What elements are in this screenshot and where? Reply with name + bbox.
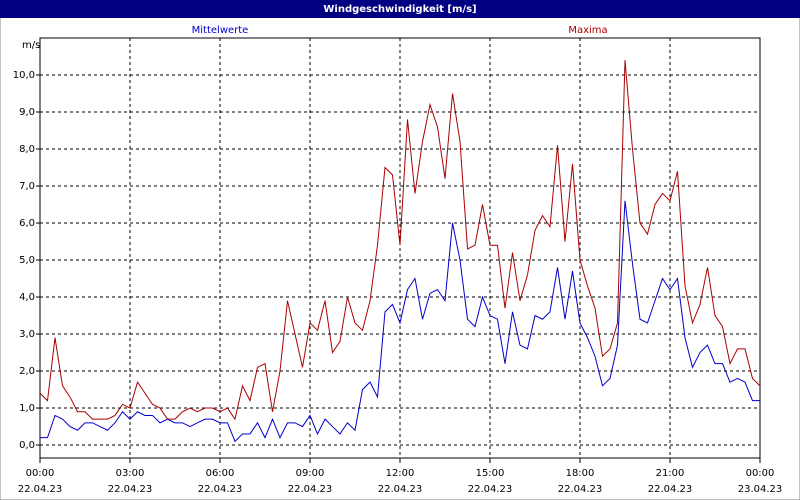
chart-title: Windgeschwindigkeit [m/s] xyxy=(323,4,476,15)
x-tick-date: 22.04.23 xyxy=(648,484,693,495)
y-tick-label: 10,0 xyxy=(13,70,35,81)
y-tick-label: 2,0 xyxy=(19,366,35,377)
x-tick-date: 22.04.23 xyxy=(468,484,513,495)
data-line xyxy=(39,60,761,421)
y-tick-label: 6,0 xyxy=(19,218,35,229)
y-tick-label: 0,0 xyxy=(19,440,35,451)
y-tick-label: 9,0 xyxy=(19,107,35,118)
x-tick-label: 09:00 xyxy=(296,468,325,479)
x-tick-label: 21:00 xyxy=(656,468,685,479)
y-tick-label: 4,0 xyxy=(19,292,35,303)
x-tick-label: 03:00 xyxy=(116,468,145,479)
y-tick-label: 1,0 xyxy=(19,403,35,414)
y-tick-label: 5,0 xyxy=(19,255,35,266)
x-tick-label: 00:00 xyxy=(26,468,55,479)
x-tick-label: 15:00 xyxy=(476,468,505,479)
legend-label: Maxima xyxy=(568,25,607,36)
y-tick-label: 3,0 xyxy=(19,329,35,340)
data-line xyxy=(40,200,760,443)
x-tick-label: 06:00 xyxy=(206,468,235,479)
legend-label: Mittelwerte xyxy=(192,25,249,36)
y-tick-label: 7,0 xyxy=(19,181,35,192)
x-tick-date: 22.04.23 xyxy=(198,484,243,495)
x-tick-date: 22.04.23 xyxy=(18,484,63,495)
x-tick-date: 23.04.23 xyxy=(738,484,783,495)
y-axis-label: m/s xyxy=(22,40,40,51)
x-tick-date: 22.04.23 xyxy=(378,484,423,495)
x-tick-label: 18:00 xyxy=(566,468,595,479)
x-tick-label: 12:00 xyxy=(386,468,415,479)
x-tick-date: 22.04.23 xyxy=(288,484,333,495)
y-tick-label: 8,0 xyxy=(19,144,35,155)
x-tick-date: 22.04.23 xyxy=(108,484,153,495)
x-tick-label: 00:00 xyxy=(746,468,775,479)
title-bar xyxy=(0,0,800,18)
x-tick-date: 22.04.23 xyxy=(558,484,603,495)
